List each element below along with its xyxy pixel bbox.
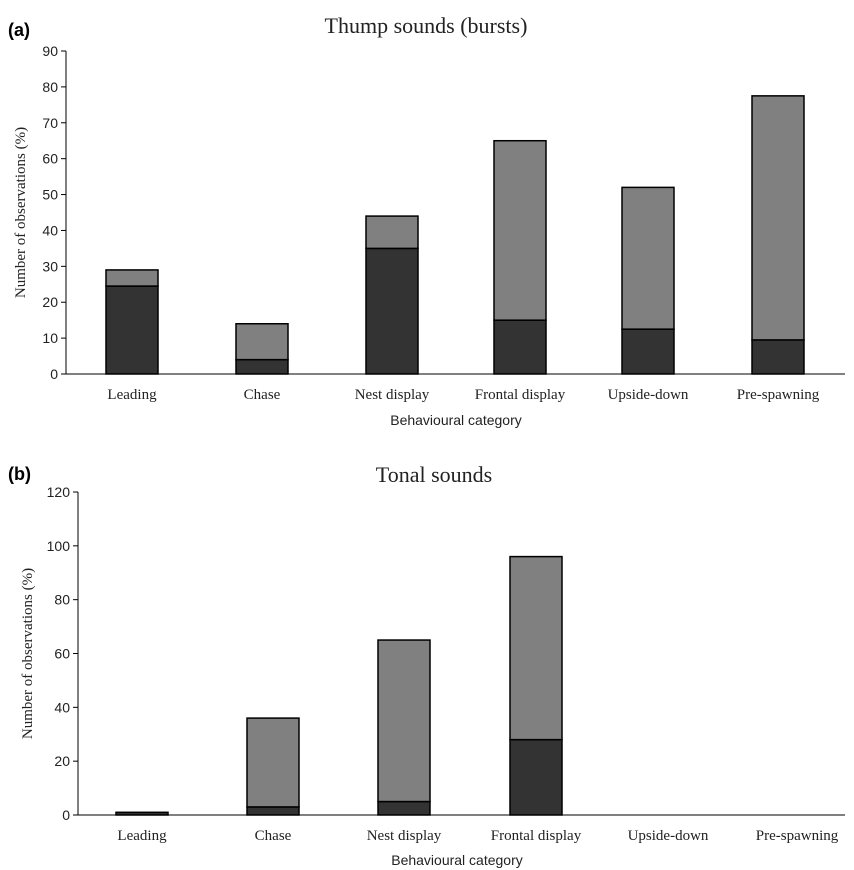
panel-label: (b): [8, 464, 31, 484]
y-tick-label: 40: [42, 222, 58, 238]
y-tick-label: 60: [42, 151, 58, 167]
bar-segment-dark: [751, 339, 805, 375]
bar-segment-dark: [621, 328, 675, 375]
bar-segment-dark: [105, 285, 159, 375]
chart-b-svg: Tonal sounds 0 20 40 60 80 100 120 Leading Chase N…: [20, 462, 845, 868]
chart-panel-b: (b) Tonal sounds 0 20 40 60 80 100 120 Leading Ch…: [0, 440, 854, 870]
bar-segment-grey: [509, 555, 563, 741]
x-tick-label: Leading: [117, 828, 167, 844]
bar-segment-grey: [105, 269, 159, 287]
bar-segment-grey: [493, 139, 547, 321]
bar-segment-grey: [365, 215, 419, 250]
bar-segment-dark: [246, 806, 300, 816]
bar-segment-dark: [365, 247, 419, 375]
bar-segment-dark: [115, 811, 169, 816]
chart-a-svg: Thump sounds (bursts) 0 10 20 30 40 50 60 70 80 90…: [13, 13, 845, 428]
y-tick-label: 0: [50, 366, 58, 382]
y-tick-label: 10: [42, 330, 58, 346]
bar-segment-dark: [377, 800, 431, 816]
x-tick-label: Leading: [107, 387, 157, 403]
y-tick-label: 90: [42, 43, 58, 59]
chart-title: Thump sounds (bursts): [325, 13, 528, 38]
bar-segment-grey: [751, 95, 805, 341]
panel-label: (a): [8, 20, 30, 40]
bar-segment-grey: [377, 639, 431, 803]
bar-segment-grey: [621, 186, 675, 330]
x-tick-label: Nest display: [367, 828, 442, 844]
bar-segment-dark: [493, 319, 547, 375]
y-tick-label: 60: [54, 646, 70, 662]
y-tick-label: 20: [54, 753, 70, 769]
y-tick-label: 20: [42, 294, 58, 310]
y-tick-label: 80: [54, 592, 70, 608]
x-tick-label: Frontal display: [491, 828, 582, 844]
x-tick-label: Nest display: [355, 387, 430, 403]
y-tick-label: 70: [42, 115, 58, 131]
y-axis-label: Number of observations (%): [13, 127, 29, 298]
x-tick-label: Frontal display: [475, 387, 566, 403]
y-tick-label: 50: [42, 187, 58, 203]
x-tick-label: Chase: [255, 828, 292, 844]
x-axis-label: Behavioural category: [390, 412, 522, 428]
y-axis-label: Number of observations (%): [20, 568, 36, 739]
x-tick-label: Chase: [244, 387, 281, 403]
bar-segment-dark: [235, 358, 289, 375]
y-tick-label: 40: [54, 699, 70, 715]
x-tick-label: Pre-spawning: [756, 828, 839, 844]
y-tick-label: 120: [47, 484, 71, 500]
x-tick-label: Upside-down: [608, 387, 689, 403]
chart-title: Tonal sounds: [376, 462, 492, 487]
x-axis-label: Behavioural category: [391, 852, 523, 868]
bar-segment-grey: [235, 323, 289, 361]
x-tick-label: Upside-down: [628, 828, 709, 844]
y-tick-label: 80: [42, 79, 58, 95]
chart-panel-a: (a) Thump sounds (bursts) 0 10 20 30 40 50 60 70…: [8, 13, 845, 428]
bar-segment-grey: [246, 717, 300, 808]
y-tick-label: 100: [47, 538, 71, 554]
y-tick-label: 30: [42, 258, 58, 274]
y-tick-label: 0: [62, 807, 70, 823]
bar-segment-dark: [509, 738, 563, 816]
x-tick-label: Pre-spawning: [737, 387, 820, 403]
